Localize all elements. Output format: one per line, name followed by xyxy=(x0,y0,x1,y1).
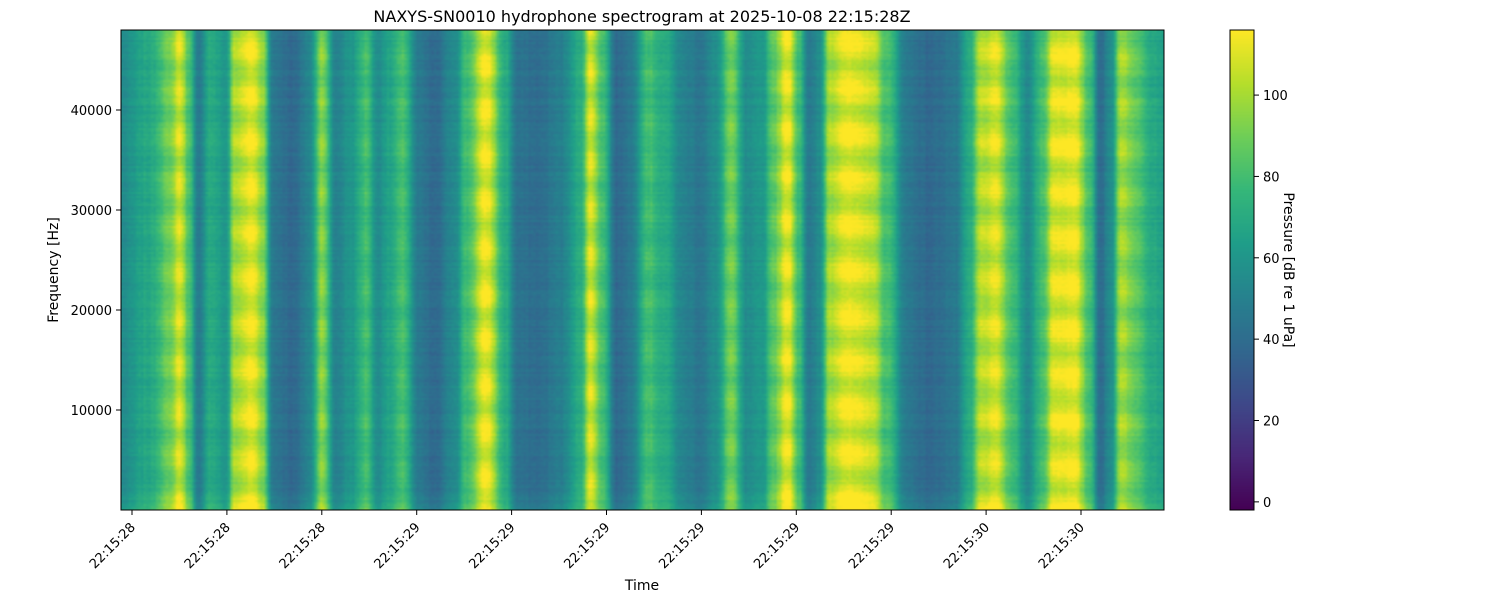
x-tick-label: 22:15:30 xyxy=(941,520,993,572)
colorbar-tick-label: 20 xyxy=(1263,415,1280,430)
colorbar-frame xyxy=(1229,29,1255,511)
x-tick-label: 22:15:28 xyxy=(182,520,234,572)
plot-frame xyxy=(120,29,1165,511)
colorbar-tick-label: 40 xyxy=(1263,333,1280,348)
x-tick-label: 22:15:29 xyxy=(846,520,898,572)
x-tick-label: 22:15:29 xyxy=(467,520,519,572)
x-tick-label: 22:15:28 xyxy=(87,520,139,572)
x-tick-label: 22:15:29 xyxy=(751,520,803,572)
colorbar-gradient xyxy=(1230,30,1254,510)
x-axis-label: Time xyxy=(624,578,659,594)
x-tick-label: 22:15:30 xyxy=(1036,520,1088,572)
colorbar: 0 20 40 60 80 100 xyxy=(1229,29,1288,511)
x-tick-label: 22:15:29 xyxy=(372,520,424,572)
y-tick-label: 20000 xyxy=(71,304,112,319)
colorbar-tick-label: 100 xyxy=(1263,89,1288,104)
y-axis-label: Frequency [Hz] xyxy=(46,217,62,323)
y-axis: 10000 20000 30000 40000 xyxy=(71,104,121,419)
colorbar-label: Pressure [dB re 1 uPa] xyxy=(1280,192,1296,347)
x-tick-label: 22:15:29 xyxy=(656,520,708,572)
x-axis: 22:15:28 22:15:28 22:15:28 22:15:29 22:15:29… xyxy=(87,510,1088,572)
x-tick-label: 22:15:29 xyxy=(561,520,613,572)
y-tick-label: 10000 xyxy=(71,404,112,419)
colorbar-ticks: 0 20 40 60 80 100 xyxy=(1254,89,1288,511)
colorbar-tick-label: 0 xyxy=(1263,496,1271,511)
colorbar-tick-label: 80 xyxy=(1263,170,1280,185)
spectrogram-heatmap xyxy=(121,30,1164,510)
x-tick-label: 22:15:28 xyxy=(277,520,329,572)
chart-title: NAXYS-SN0010 hydrophone spectrogram at 2… xyxy=(373,7,910,26)
spectrogram-plot xyxy=(120,29,1165,511)
colorbar-tick-label: 60 xyxy=(1263,252,1280,267)
y-tick-label: 30000 xyxy=(71,204,112,219)
y-tick-label: 40000 xyxy=(71,104,112,119)
